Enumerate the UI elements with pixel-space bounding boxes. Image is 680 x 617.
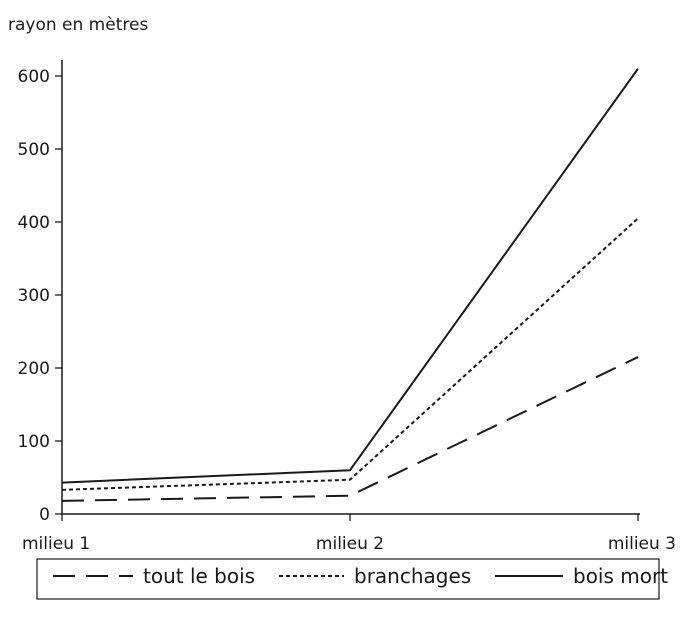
y-tick-label: 100 [18, 432, 50, 452]
y-tick-label: 300 [18, 286, 50, 306]
y-tick-label: 200 [18, 359, 50, 379]
x-tick-label: milieu 2 [316, 534, 384, 554]
legend-label: tout le bois [143, 564, 255, 588]
series-line-tout-le-bois [61, 356, 639, 502]
legend-label: bois mort [573, 564, 668, 588]
y-tick-label: 500 [18, 140, 50, 160]
legend: tout le bois branchages bois mort [36, 558, 668, 600]
y-tick-label: 0 [39, 505, 50, 525]
series-lines [61, 68, 639, 502]
series-line-bois-mort [61, 68, 639, 484]
series-line-branchages [61, 217, 639, 491]
y-axis-label: rayon en mètres [8, 15, 148, 35]
y-tick-label: 600 [18, 67, 50, 87]
y-tick-label: 400 [18, 213, 50, 233]
x-tick-label: milieu 3 [608, 534, 676, 554]
x-ticks: milieu 1 milieu 2 milieu 3 [22, 514, 676, 554]
legend-items: tout le bois branchages bois mort [53, 564, 668, 588]
legend-label: branchages [354, 564, 471, 588]
legend-box [36, 558, 660, 600]
x-tick-label: milieu 1 [22, 534, 90, 554]
y-ticks: 0 100 200 300 400 500 600 [18, 67, 62, 525]
